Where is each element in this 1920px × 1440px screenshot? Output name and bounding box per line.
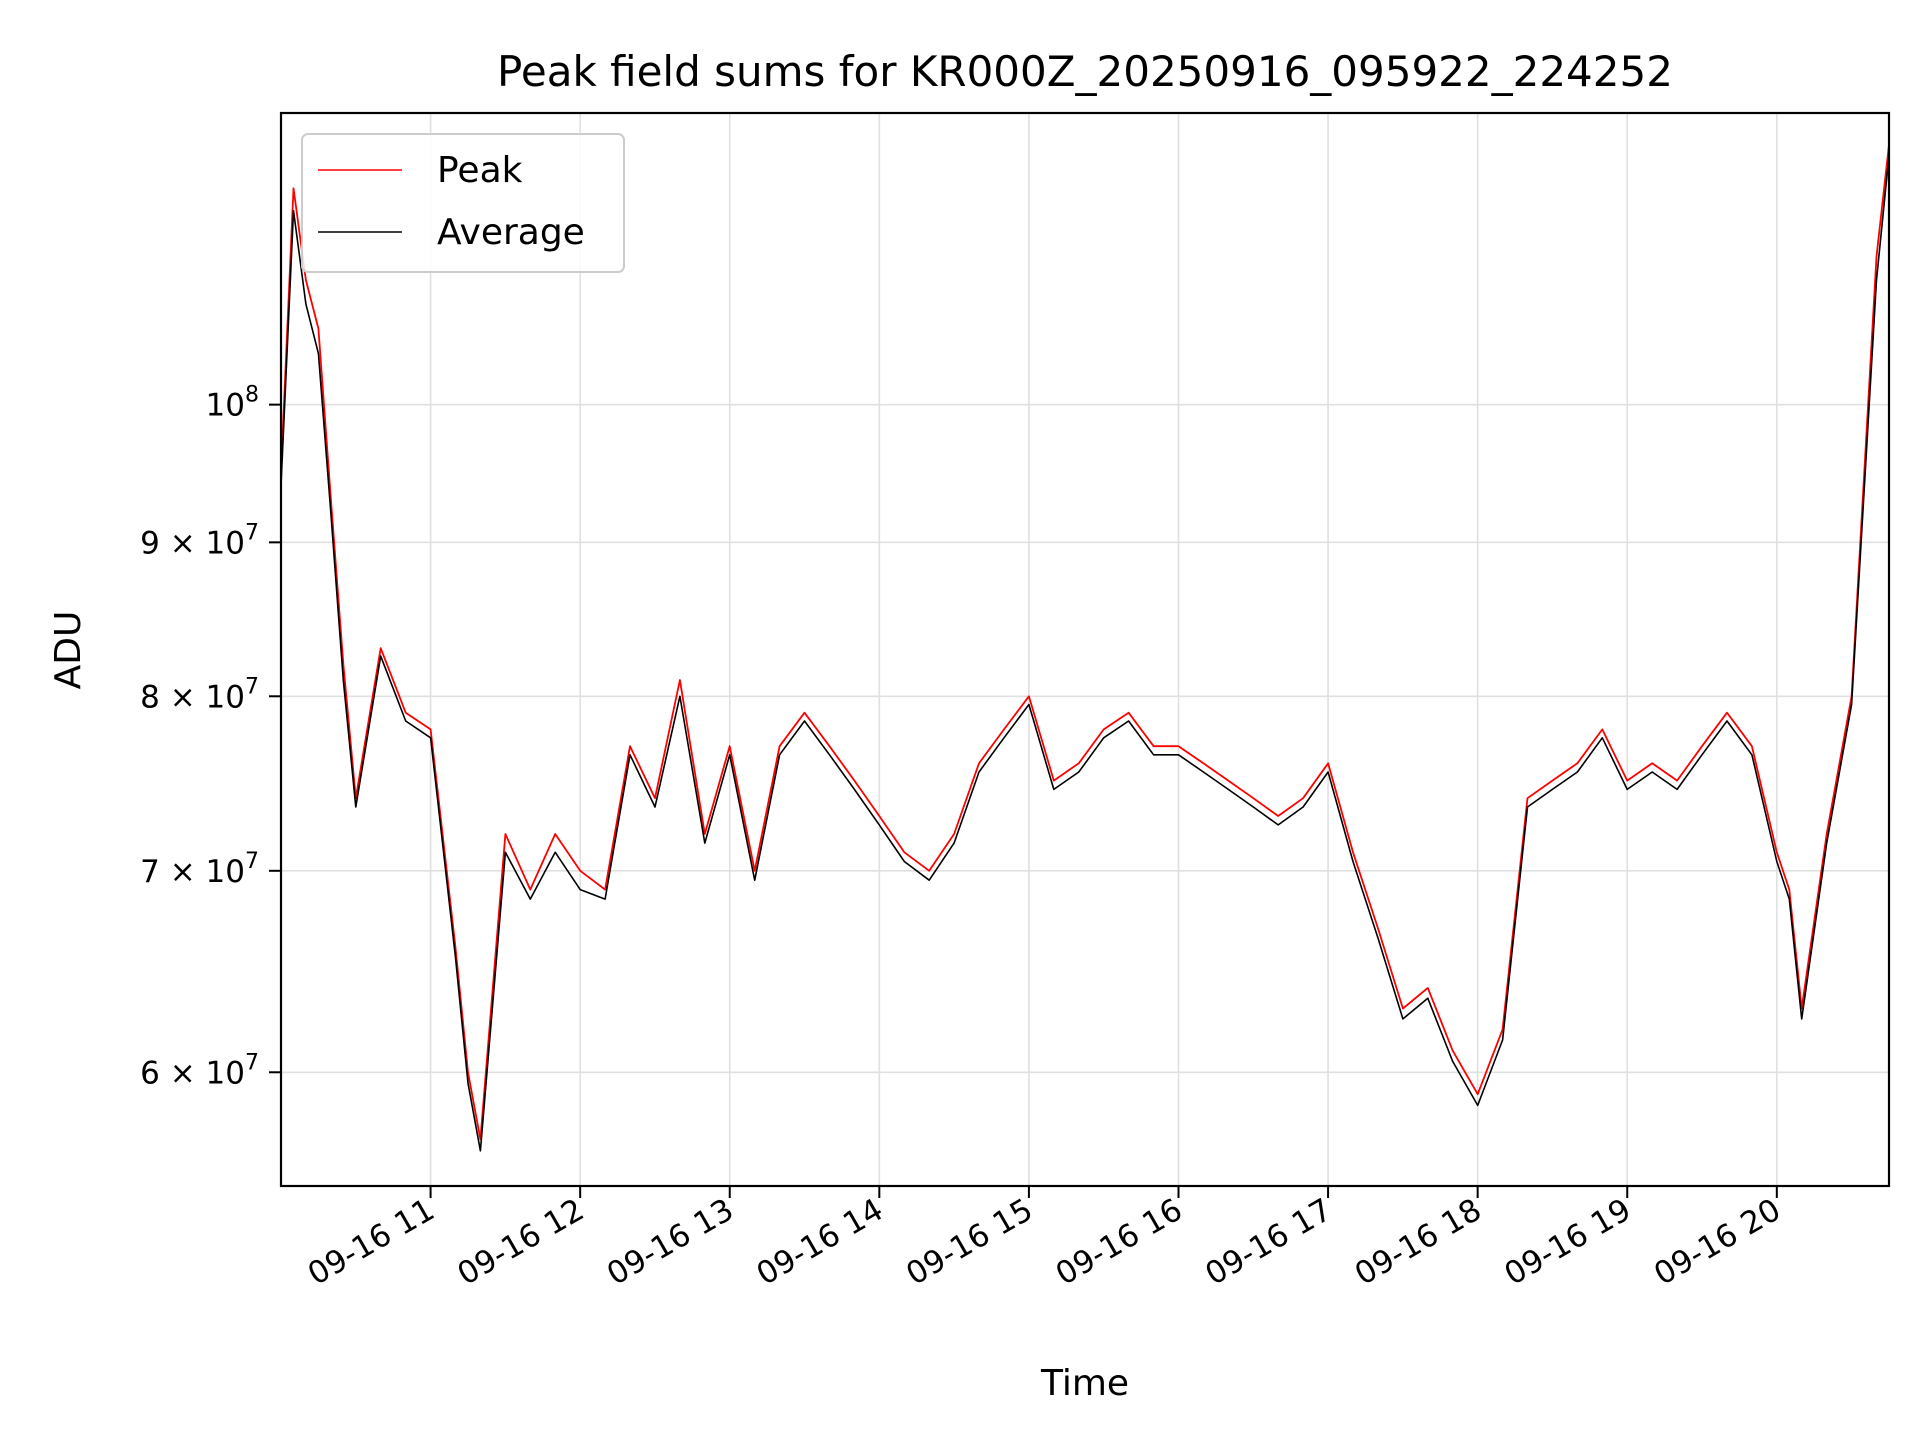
x-tick-label: 09-16 19 — [1499, 1192, 1638, 1293]
y-tick-label: 108 — [206, 383, 259, 424]
x-tick-label: 09-16 15 — [900, 1192, 1039, 1293]
x-tick-label: 09-16 12 — [451, 1192, 590, 1293]
x-tick-label: 09-16 14 — [751, 1192, 890, 1293]
series-line-peak — [281, 144, 1889, 1141]
legend-label-average: Average — [437, 212, 585, 253]
x-tick-label: 09-16 17 — [1199, 1192, 1338, 1293]
y-axis-ticks: 6 × 107 7 × 107 8 × 107 9 × 107 108 — [140, 383, 281, 1091]
x-axis-label: Time — [1040, 1363, 1129, 1404]
legend-label-peak: Peak — [437, 150, 523, 191]
grid-lines — [281, 113, 1889, 1186]
x-axis-ticks: 09-16 11 09-16 12 09-16 13 09-16 14 09-16 15… — [302, 1186, 1787, 1293]
legend-box — [301, 133, 625, 273]
x-tick-label: 09-16 16 — [1050, 1192, 1189, 1293]
series-line-average — [281, 155, 1889, 1152]
x-tick-label: 09-16 11 — [302, 1192, 441, 1293]
legend: Peak Average — [301, 133, 625, 273]
y-tick-label: 9 × 107 — [140, 520, 259, 561]
y-tick-label: 7 × 107 — [140, 849, 259, 890]
x-tick-label: 09-16 18 — [1349, 1192, 1488, 1293]
data-series — [281, 144, 1889, 1152]
y-tick-label: 8 × 107 — [140, 674, 259, 715]
chart-title: Peak field sums for KR000Z_20250916_0959… — [497, 47, 1673, 96]
x-tick-label: 09-16 20 — [1648, 1192, 1787, 1293]
y-tick-label: 6 × 107 — [140, 1050, 259, 1091]
y-axis-label: ADU — [48, 611, 89, 690]
x-tick-label: 09-16 13 — [601, 1192, 740, 1293]
plot-frame — [279, 111, 1891, 1188]
